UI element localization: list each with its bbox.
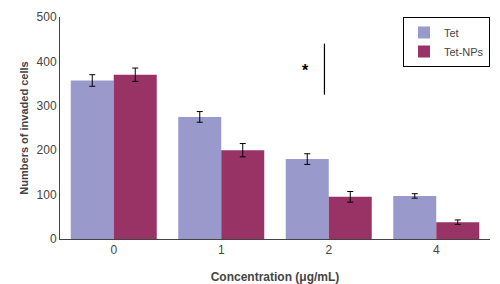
svg-text:Tet-NPs: Tet-NPs — [444, 46, 484, 58]
svg-text:400: 400 — [37, 55, 57, 69]
svg-text:Numbers of invaded cells: Numbers of invaded cells — [18, 61, 30, 194]
svg-text:Tet: Tet — [444, 27, 459, 39]
svg-text:100: 100 — [37, 188, 57, 202]
svg-text:Concentration (μg/mL): Concentration (μg/mL) — [211, 270, 340, 284]
svg-text:200: 200 — [37, 143, 57, 157]
svg-text:*: * — [302, 62, 309, 79]
svg-text:0: 0 — [50, 232, 57, 246]
svg-text:2: 2 — [325, 243, 332, 257]
svg-text:1: 1 — [218, 243, 225, 257]
svg-text:4: 4 — [433, 243, 440, 257]
svg-text:0: 0 — [110, 243, 117, 257]
svg-text:500: 500 — [37, 10, 57, 24]
svg-text:300: 300 — [37, 99, 57, 113]
